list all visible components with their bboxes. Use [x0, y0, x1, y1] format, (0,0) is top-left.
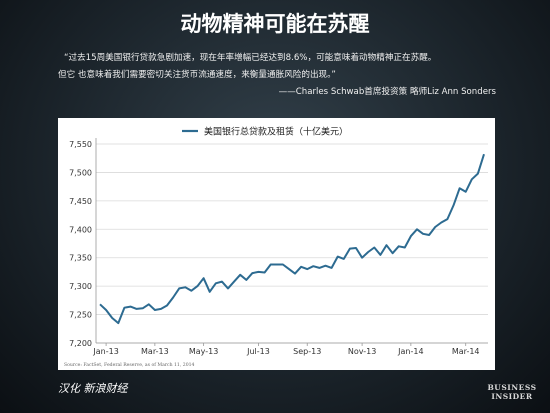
- quote-line-1: “过去15周美国银行贷款急剧加速，现在年率增幅已经达到8.6%，可能意味着动物精…: [64, 53, 437, 63]
- slide-title: 动物精神可能在苏醒: [180, 12, 370, 36]
- translation-credit: 汉化 新浪财经: [58, 382, 128, 395]
- y-tick-label: 7,350: [69, 254, 92, 263]
- y-tick-label: 7,500: [69, 168, 92, 177]
- y-tick-label: 7,300: [69, 282, 92, 291]
- quote-line-2: 但它 也意味着我们需要密切关注货币流通速度，来衡量通胀风险的出现。”: [58, 70, 336, 80]
- business-insider-logo: BUSINESS INSIDER: [486, 383, 538, 401]
- x-tick-label: Mar-14: [452, 347, 480, 356]
- series-line: [99, 153, 485, 325]
- x-tick-label: Nov-13: [348, 347, 376, 356]
- y-tick-label: 7,550: [69, 140, 92, 149]
- y-tick-label: 7,400: [69, 225, 92, 234]
- x-tick-label: Jan-13: [92, 347, 118, 356]
- loan-chart: 7,200 7,250 7,300 7,350 7,400 7,450 7,500 7,550…: [64, 126, 488, 368]
- y-tick-label: 7,450: [69, 197, 92, 206]
- y-tick-label: 7,200: [69, 339, 92, 348]
- x-tick-label: Sep-13: [293, 347, 321, 356]
- logo-line-2: INSIDER: [491, 392, 533, 401]
- x-tick-label: Jan-14: [397, 347, 423, 356]
- x-tick-label: Mar-13: [141, 347, 169, 356]
- logo-line-1: BUSINESS: [487, 383, 537, 392]
- quote-attribution: ——Charles Schwab首席投资策 略师Liz Ann Sonders: [278, 87, 496, 97]
- legend-label: 美国银行总贷款及租赁（十亿美元）: [204, 126, 348, 138]
- chart-source: Source: FactSet, Federal Reserve, as of …: [64, 362, 195, 368]
- chart-panel: 7,200 7,250 7,300 7,350 7,400 7,450 7,500 7,550…: [58, 118, 495, 370]
- y-tick-label: 7,250: [69, 311, 92, 320]
- x-tick-label: Jul-13: [246, 347, 270, 356]
- quote-block: “过去15周美国银行贷款急剧加速，现在年率增幅已经达到8.6%，可能意味着动物精…: [58, 50, 498, 101]
- x-tick-label: May-13: [189, 347, 218, 356]
